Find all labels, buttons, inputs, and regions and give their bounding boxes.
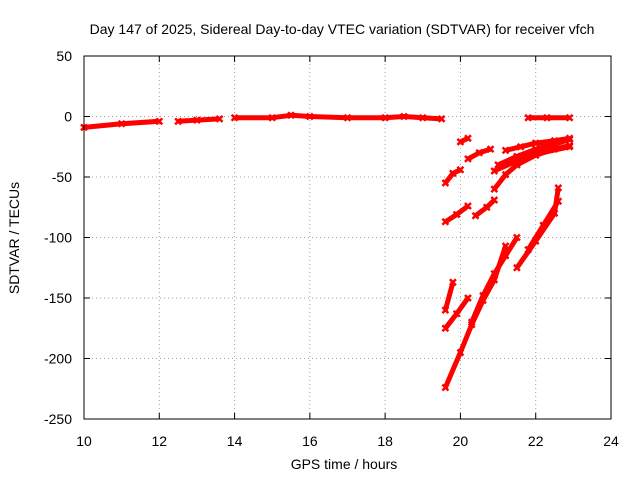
data-point <box>452 210 461 219</box>
y-axis-label: SDTVAR / TECUs <box>6 182 22 294</box>
data-point <box>400 112 408 121</box>
data-point <box>543 113 551 122</box>
data-point <box>486 145 495 154</box>
x-tick-label: 22 <box>528 433 544 449</box>
y-tick-label: -50 <box>52 169 72 185</box>
data-point <box>117 119 126 128</box>
data-point <box>494 161 502 169</box>
data-point <box>305 112 314 121</box>
y-tick-label: -200 <box>44 351 72 367</box>
chart-title: Day 147 of 2025, Sidereal Day-to-day VTE… <box>90 21 595 37</box>
data-point <box>343 113 352 122</box>
data-point <box>501 251 510 260</box>
data-point <box>550 136 559 145</box>
data-point <box>531 151 540 160</box>
data-point <box>381 113 390 122</box>
data-point <box>464 202 472 210</box>
series-arc-6 <box>442 281 456 311</box>
data-point <box>268 113 277 122</box>
y-tick-label: -250 <box>44 411 72 427</box>
data-point <box>449 169 457 178</box>
data-point <box>456 165 465 174</box>
data-point <box>565 141 574 150</box>
x-tick-label: 20 <box>453 433 469 449</box>
data-point <box>464 154 472 163</box>
x-tick-label: 16 <box>302 433 318 449</box>
data-point <box>531 145 540 154</box>
data-point <box>287 111 295 120</box>
data-point <box>464 134 472 143</box>
data-point <box>464 294 472 302</box>
y-tick-label: -100 <box>44 230 72 246</box>
data-point <box>501 146 510 155</box>
data-point <box>471 211 480 220</box>
data-point <box>215 115 224 123</box>
data-point <box>490 167 499 175</box>
data-point <box>456 348 465 357</box>
data-point <box>554 197 563 206</box>
data-point <box>490 196 499 204</box>
data-point <box>193 116 201 125</box>
y-tick-label: 50 <box>56 48 72 64</box>
data-point <box>441 383 450 392</box>
axis-ticks <box>83 55 612 420</box>
data-point <box>155 117 164 126</box>
data-point <box>513 263 521 272</box>
data-point <box>513 161 521 169</box>
data-point <box>513 152 521 161</box>
data-point <box>516 142 525 151</box>
x-tick-label: 14 <box>227 433 243 449</box>
y-tick-label: -150 <box>44 290 72 306</box>
data-point <box>513 233 521 242</box>
data-point <box>452 309 461 318</box>
data-series <box>80 111 574 392</box>
x-tick-label: 18 <box>377 433 393 449</box>
y-tick-labels: 50 0 -50 -100 -150 -200 -250 <box>44 48 72 427</box>
data-point <box>501 170 510 179</box>
data-point <box>479 291 487 300</box>
data-point <box>441 217 450 226</box>
y-tick-label: 0 <box>64 109 72 125</box>
data-point <box>490 269 499 278</box>
series-arc-16 <box>515 143 571 168</box>
series-arc-3 <box>234 112 442 122</box>
series-arc-15 <box>497 140 556 168</box>
data-point <box>456 138 465 146</box>
x-tick-label: 24 <box>603 433 619 449</box>
data-point <box>490 185 499 193</box>
x-tick-labels: 10 12 14 16 18 20 22 24 <box>76 433 619 449</box>
data-point <box>531 139 540 148</box>
data-point <box>441 306 450 314</box>
data-point <box>449 278 457 287</box>
data-point <box>441 179 450 187</box>
data-point <box>550 145 559 154</box>
data-point <box>524 113 533 122</box>
data-point <box>554 184 563 192</box>
data-point <box>174 117 182 126</box>
data-point <box>418 113 427 122</box>
data-point <box>482 203 491 212</box>
data-point <box>437 115 446 123</box>
data-point <box>230 113 239 122</box>
data-point <box>524 245 533 254</box>
data-point <box>565 134 574 143</box>
data-point <box>539 221 548 230</box>
x-tick-label: 12 <box>151 433 167 449</box>
data-point <box>565 113 574 122</box>
x-axis-label: GPS time / hours <box>291 456 398 472</box>
data-point <box>475 148 484 157</box>
data-point <box>467 318 476 327</box>
x-tick-label: 10 <box>76 433 92 449</box>
data-point <box>441 324 450 333</box>
